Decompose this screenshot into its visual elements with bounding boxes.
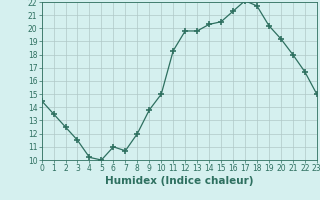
X-axis label: Humidex (Indice chaleur): Humidex (Indice chaleur) — [105, 176, 253, 186]
